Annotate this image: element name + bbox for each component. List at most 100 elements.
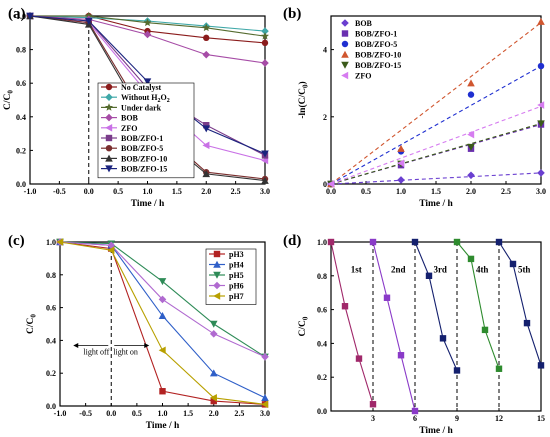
legend-entry-name: BOB/ZFO-10	[121, 154, 167, 163]
data-point	[467, 255, 475, 263]
y-tick-label: 0.6	[46, 304, 56, 313]
x-tick-label: 2.5	[231, 187, 241, 196]
data-point	[203, 122, 210, 129]
legend-marker	[341, 40, 349, 48]
legend-entry-name: Without H	[121, 93, 158, 102]
x-tick-label: 3.0	[260, 187, 270, 196]
data-point	[158, 278, 167, 286]
y-axis-title: -ln(C/C0)	[297, 81, 310, 118]
x-axis-title: Time / h	[419, 426, 453, 436]
x-tick-label: 12	[495, 414, 503, 423]
legend-marker	[341, 61, 349, 69]
legend-marker	[105, 145, 113, 152]
y-tick-label: 0.4	[16, 113, 26, 122]
x-tick-label: 0.5	[113, 187, 123, 196]
legend-entry: BOB/ZFO-5	[355, 40, 397, 49]
legend-entry-name: Under dark	[121, 103, 162, 112]
data-point	[261, 176, 269, 184]
legend-entry-name: ZFO	[121, 124, 137, 133]
data-point	[261, 59, 269, 67]
data-point	[158, 295, 167, 304]
legend-entry: Under dark	[121, 103, 162, 112]
data-point	[397, 159, 405, 167]
data-point	[327, 180, 335, 188]
fit-line-2	[330, 65, 542, 185]
cycle-line-2	[414, 241, 458, 371]
data-point	[467, 79, 475, 87]
y-tick-label: 0.8	[16, 46, 26, 55]
legend-box	[205, 248, 257, 305]
data-point	[261, 353, 269, 361]
y-tick-label: 1.0	[46, 238, 56, 247]
data-point	[202, 170, 211, 178]
cycle-label: 1st	[351, 264, 362, 274]
x-tick-label: 3.0	[536, 187, 546, 196]
arrow-right-head	[144, 343, 150, 349]
x-axis-title: Time / h	[419, 199, 453, 209]
plot-frame	[330, 241, 542, 412]
y-axis-title-main: C/C	[298, 320, 308, 337]
data-point	[84, 17, 93, 25]
data-point	[143, 78, 152, 86]
data-point	[209, 394, 217, 402]
x-tick-label: 2.0	[466, 187, 476, 196]
data-point	[203, 34, 210, 42]
data-point	[355, 355, 363, 362]
x-tick-label: 1.0	[396, 187, 406, 196]
x-tick-label: 2.0	[201, 187, 211, 196]
y-axis-title-main: C/C	[26, 317, 36, 334]
legend-entry: BOB/ZFO-1	[121, 134, 163, 143]
chart-panel-d: 3 6 9 12 15 0.0 0.2 0.4 0.6 0.8 1.0 Time / h C/C0 1st…	[298, 238, 545, 436]
y-tick-label: 0.0	[46, 402, 56, 411]
legend-entry: BOB/ZFO-10	[355, 51, 401, 60]
data-point	[341, 303, 349, 310]
x-tick-label: 1.0	[143, 187, 153, 196]
legend-entry: ZFO	[355, 72, 371, 81]
legend-entry-tail: O	[161, 93, 167, 102]
data-point	[369, 238, 377, 246]
data-point	[453, 238, 461, 246]
data-point	[209, 369, 218, 377]
data-point	[425, 272, 433, 279]
y-axis-title-sub: 0	[302, 316, 310, 320]
y-tick-label: 4	[323, 46, 327, 55]
data-point	[467, 171, 475, 180]
x-tick-label: -0.5	[79, 409, 92, 418]
legend-marker	[105, 134, 113, 142]
y-axis-title-main: C/C	[3, 93, 13, 110]
x-axis-title: Time / h	[146, 421, 180, 431]
y-tick-label: 1.0	[16, 12, 26, 21]
y-tick-label: 0.0	[317, 407, 327, 416]
x-tick-label: 3.0	[260, 409, 270, 418]
legend-entry: BOB/ZFO-10	[121, 154, 167, 163]
x-tick-label: 1.5	[183, 409, 193, 418]
data-point	[327, 238, 335, 246]
cycle-label: 3rd	[433, 264, 447, 274]
y-axis-title: C/C0	[298, 316, 310, 336]
data-point	[411, 407, 419, 415]
legend-entry: BOB	[355, 19, 373, 28]
legend-entry: BOB/ZFO-5	[121, 144, 163, 153]
y-tick-label: 0.6	[317, 306, 327, 315]
legend-marker	[341, 30, 349, 37]
fit-line-4	[330, 122, 542, 185]
y-axis-title-tail: )	[297, 81, 308, 84]
data-point	[467, 130, 475, 139]
legend-marker	[213, 292, 221, 300]
y-tick-label: 2	[323, 113, 327, 122]
y-tick-label: 0.2	[46, 369, 56, 378]
legend-entry-name: BOB/ZFO-1	[121, 134, 163, 143]
data-point	[523, 319, 531, 327]
legend-entry: BOB/ZFO-15	[355, 61, 401, 70]
x-tick-label: 6	[413, 414, 417, 423]
data-point	[210, 397, 217, 405]
panel-label-b: (b)	[283, 6, 301, 22]
data-point	[397, 144, 405, 152]
legend-box	[97, 82, 195, 179]
data-point	[261, 394, 269, 401]
legend-entry: Without H2O2	[121, 93, 170, 104]
x-axis-title: Time / h	[131, 199, 165, 209]
y-tick-label: 0.8	[317, 272, 327, 281]
legend-marker	[213, 260, 221, 268]
x-tick-label: 0.0	[326, 187, 336, 196]
